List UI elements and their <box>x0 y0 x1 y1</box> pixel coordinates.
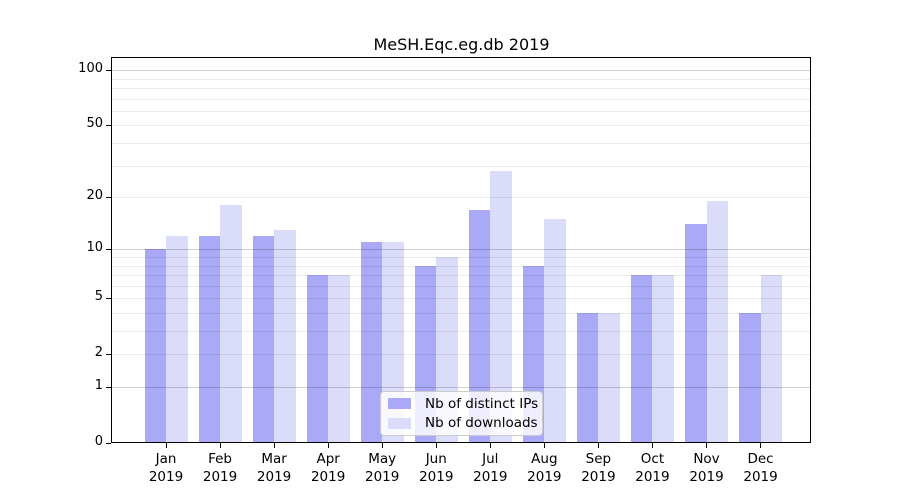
x-tick-label-sep: Sep 2019 <box>581 451 616 485</box>
y-tick-label-2: 2 <box>94 345 103 361</box>
x-tick-feb <box>219 443 221 448</box>
y-tick-label-10: 10 <box>86 240 103 256</box>
y-tick-label-5: 5 <box>94 289 103 305</box>
x-tick-dec <box>760 443 762 448</box>
bar-ips-mar <box>252 235 275 443</box>
x-tick-label-nov: Nov 2019 <box>689 451 724 485</box>
gridline-90 <box>112 78 811 80</box>
y-tick-1 <box>106 386 111 388</box>
gridline-7 <box>112 275 811 277</box>
bar-ips-feb <box>198 235 221 443</box>
bar-ips-jul <box>468 209 491 443</box>
x-tick-jul <box>489 443 491 448</box>
x-tick-jan <box>165 443 167 448</box>
y-tick-label-1: 1 <box>94 378 103 393</box>
x-tick-label-feb: Feb 2019 <box>202 451 238 485</box>
y-tick-100 <box>106 69 111 71</box>
legend-label-downloads: Nb of downloads <box>425 415 538 432</box>
legend-label-distinct-ips: Nb of distinct IPs <box>425 395 539 412</box>
gridline-1 <box>112 387 811 388</box>
x-tick-label-oct: Oct 2019 <box>635 451 670 485</box>
x-tick-label-jan: Jan 2019 <box>148 451 184 485</box>
y-tick-0 <box>106 442 111 444</box>
x-tick-label-jul: Jul 2019 <box>473 451 508 485</box>
bar-downloads-oct <box>652 275 674 443</box>
gridline-8 <box>112 265 811 267</box>
bar-ips-jan <box>144 249 166 443</box>
bar-ips-nov <box>685 224 707 443</box>
bar-downloads-jan <box>166 235 188 443</box>
y-tick-label-20: 20 <box>86 188 103 204</box>
chart-title: MeSH.Eqc.eg.db 2019 <box>373 35 550 54</box>
x-tick-label-may: May 2019 <box>365 451 400 485</box>
gridline-100 <box>112 70 811 72</box>
x-tick-aug <box>543 443 546 448</box>
x-tick-jun <box>435 443 437 448</box>
y-tick-5 <box>106 297 111 299</box>
bar-downloads-mar <box>274 229 296 443</box>
downloads-swatch-icon <box>388 417 411 429</box>
bar-downloads-jul <box>490 171 512 443</box>
bar-downloads-apr <box>328 275 350 443</box>
bar-ips-dec <box>739 313 761 443</box>
gridline-6 <box>112 285 811 287</box>
x-tick-mar <box>273 443 275 448</box>
x-tick-may <box>381 443 383 448</box>
gridline-40 <box>112 143 811 145</box>
y-tick-label-50: 50 <box>86 116 103 132</box>
x-tick-sep <box>597 443 600 448</box>
x-tick-label-apr: Apr 2019 <box>310 451 346 485</box>
x-tick-label-aug: Aug 2019 <box>527 451 562 485</box>
bar-ips-sep <box>576 313 599 443</box>
bar-downloads-nov <box>706 201 728 443</box>
plot-area <box>112 58 811 443</box>
gridline-50 <box>112 125 811 127</box>
bar-downloads-sep <box>598 313 620 443</box>
y-tick-label-100: 100 <box>78 61 103 77</box>
x-tick-nov <box>706 443 708 448</box>
x-tick-label-jun: Jun 2019 <box>419 451 454 485</box>
gridline-30 <box>112 165 811 167</box>
y-tick-20 <box>106 196 111 198</box>
distinct-ips-swatch-icon <box>388 398 411 410</box>
gridline-70 <box>112 98 811 100</box>
gridline-3 <box>112 331 811 333</box>
bar-ips-apr <box>306 275 329 443</box>
gridline-9 <box>112 257 811 258</box>
x-tick-apr <box>327 443 329 448</box>
y-tick-10 <box>106 248 111 250</box>
bar-downloads-feb <box>220 205 242 443</box>
y-tick-50 <box>106 124 111 127</box>
y-tick-2 <box>106 353 111 355</box>
legend: Nb of distinct IPs Nb of downloads <box>380 391 543 436</box>
x-tick-label-dec: Dec 2019 <box>743 451 778 485</box>
bar-ips-may <box>360 242 383 443</box>
gridline-5 <box>112 298 811 300</box>
gridline-4 <box>112 312 811 314</box>
legend-item-downloads: Nb of downloads <box>387 414 538 434</box>
gridline-80 <box>112 88 811 90</box>
gridline-20 <box>112 197 811 199</box>
x-tick-label-mar: Mar 2019 <box>256 451 292 485</box>
bar-downloads-dec <box>760 275 783 443</box>
gridline-10 <box>112 249 811 251</box>
x-tick-oct <box>651 443 654 448</box>
gridline-2 <box>112 354 811 356</box>
bar-ips-oct <box>630 275 653 443</box>
bar-downloads-aug <box>544 219 566 443</box>
y-tick-label-0: 0 <box>94 434 103 449</box>
legend-item-distinct-ips: Nb of distinct IPs <box>387 394 539 414</box>
gridline-60 <box>112 110 811 112</box>
